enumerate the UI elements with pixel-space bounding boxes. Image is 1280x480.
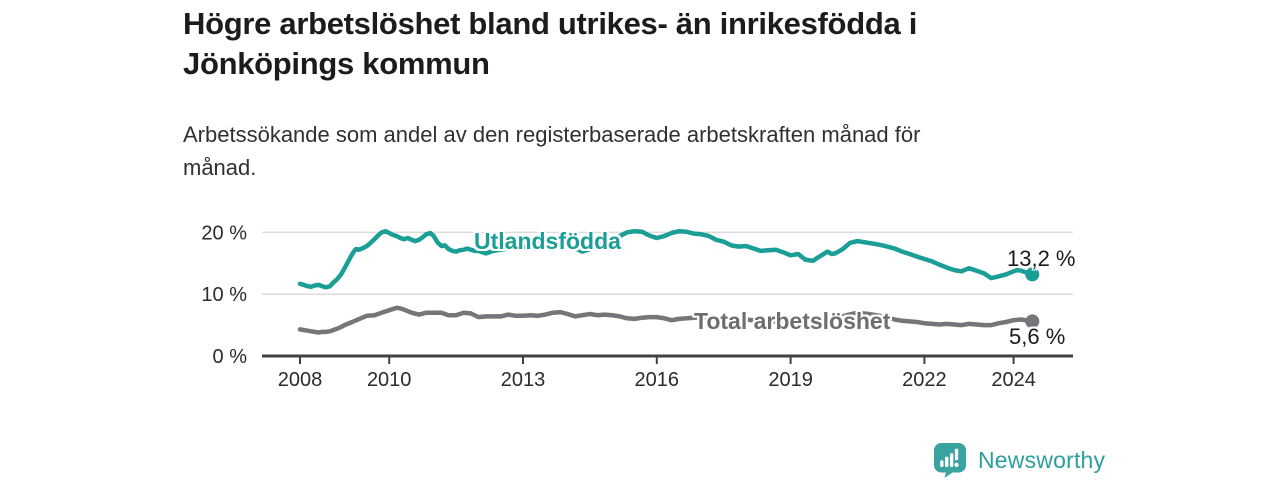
series-end-dot-0 (1025, 267, 1040, 282)
x-tick-label: 2022 (902, 369, 947, 391)
series-line-0 (297, 228, 1035, 290)
end-value-label-total-arbetsloshet: 5,6 % (1009, 324, 1066, 349)
newsworthy-logo: Newsworthy (933, 442, 1105, 478)
series-label-utlandsfodda: Utlandsfödda (474, 228, 621, 254)
series-label-total-arbetsloshet: Total arbetslöshet (694, 308, 891, 334)
chart-title-line-2: Jönköpings kommun (183, 46, 490, 81)
series-end-dot-1 (1025, 314, 1040, 329)
chart-title: Högre arbetslöshet bland utrikes- än inr… (183, 4, 917, 84)
series-end-dots (1025, 267, 1040, 329)
chart-subtitle: Arbetssökande som andel av den registerb… (183, 118, 920, 184)
chart-subtitle-line-1: Arbetssökande som andel av den registerb… (183, 122, 921, 147)
x-axis-labels: 2008 2010 2013 2016 2019 2022 2024 (278, 369, 1036, 391)
series-line-1 (297, 305, 1035, 335)
x-tick-label: 2019 (768, 369, 813, 391)
end-value-label-utlandsfodda: 13,2 % (1007, 246, 1076, 271)
x-tick-label: 2024 (991, 369, 1036, 391)
y-axis-labels: 0 % 10 % 20 % (201, 222, 247, 368)
x-axis (262, 354, 1073, 364)
newsworthy-wordmark: Newsworthy (978, 446, 1106, 473)
bar-chart-glyph (940, 448, 959, 467)
chart-title-line-1: Högre arbetslöshet bland utrikes- än inr… (183, 6, 918, 41)
x-tick-label: 2008 (278, 369, 323, 391)
x-tick-label: 2016 (635, 369, 680, 391)
x-tick-label: 2013 (501, 369, 546, 391)
x-tick-label: 2010 (367, 369, 412, 391)
gridlines (262, 231, 1073, 295)
chart-subtitle-line-2: månad. (183, 155, 257, 180)
y-tick-label: 10 % (201, 284, 247, 306)
series-lines (297, 228, 1035, 335)
y-tick-label: 20 % (201, 222, 247, 244)
y-tick-label: 0 % (213, 346, 248, 368)
bar-chart-bubble-icon (934, 443, 966, 478)
